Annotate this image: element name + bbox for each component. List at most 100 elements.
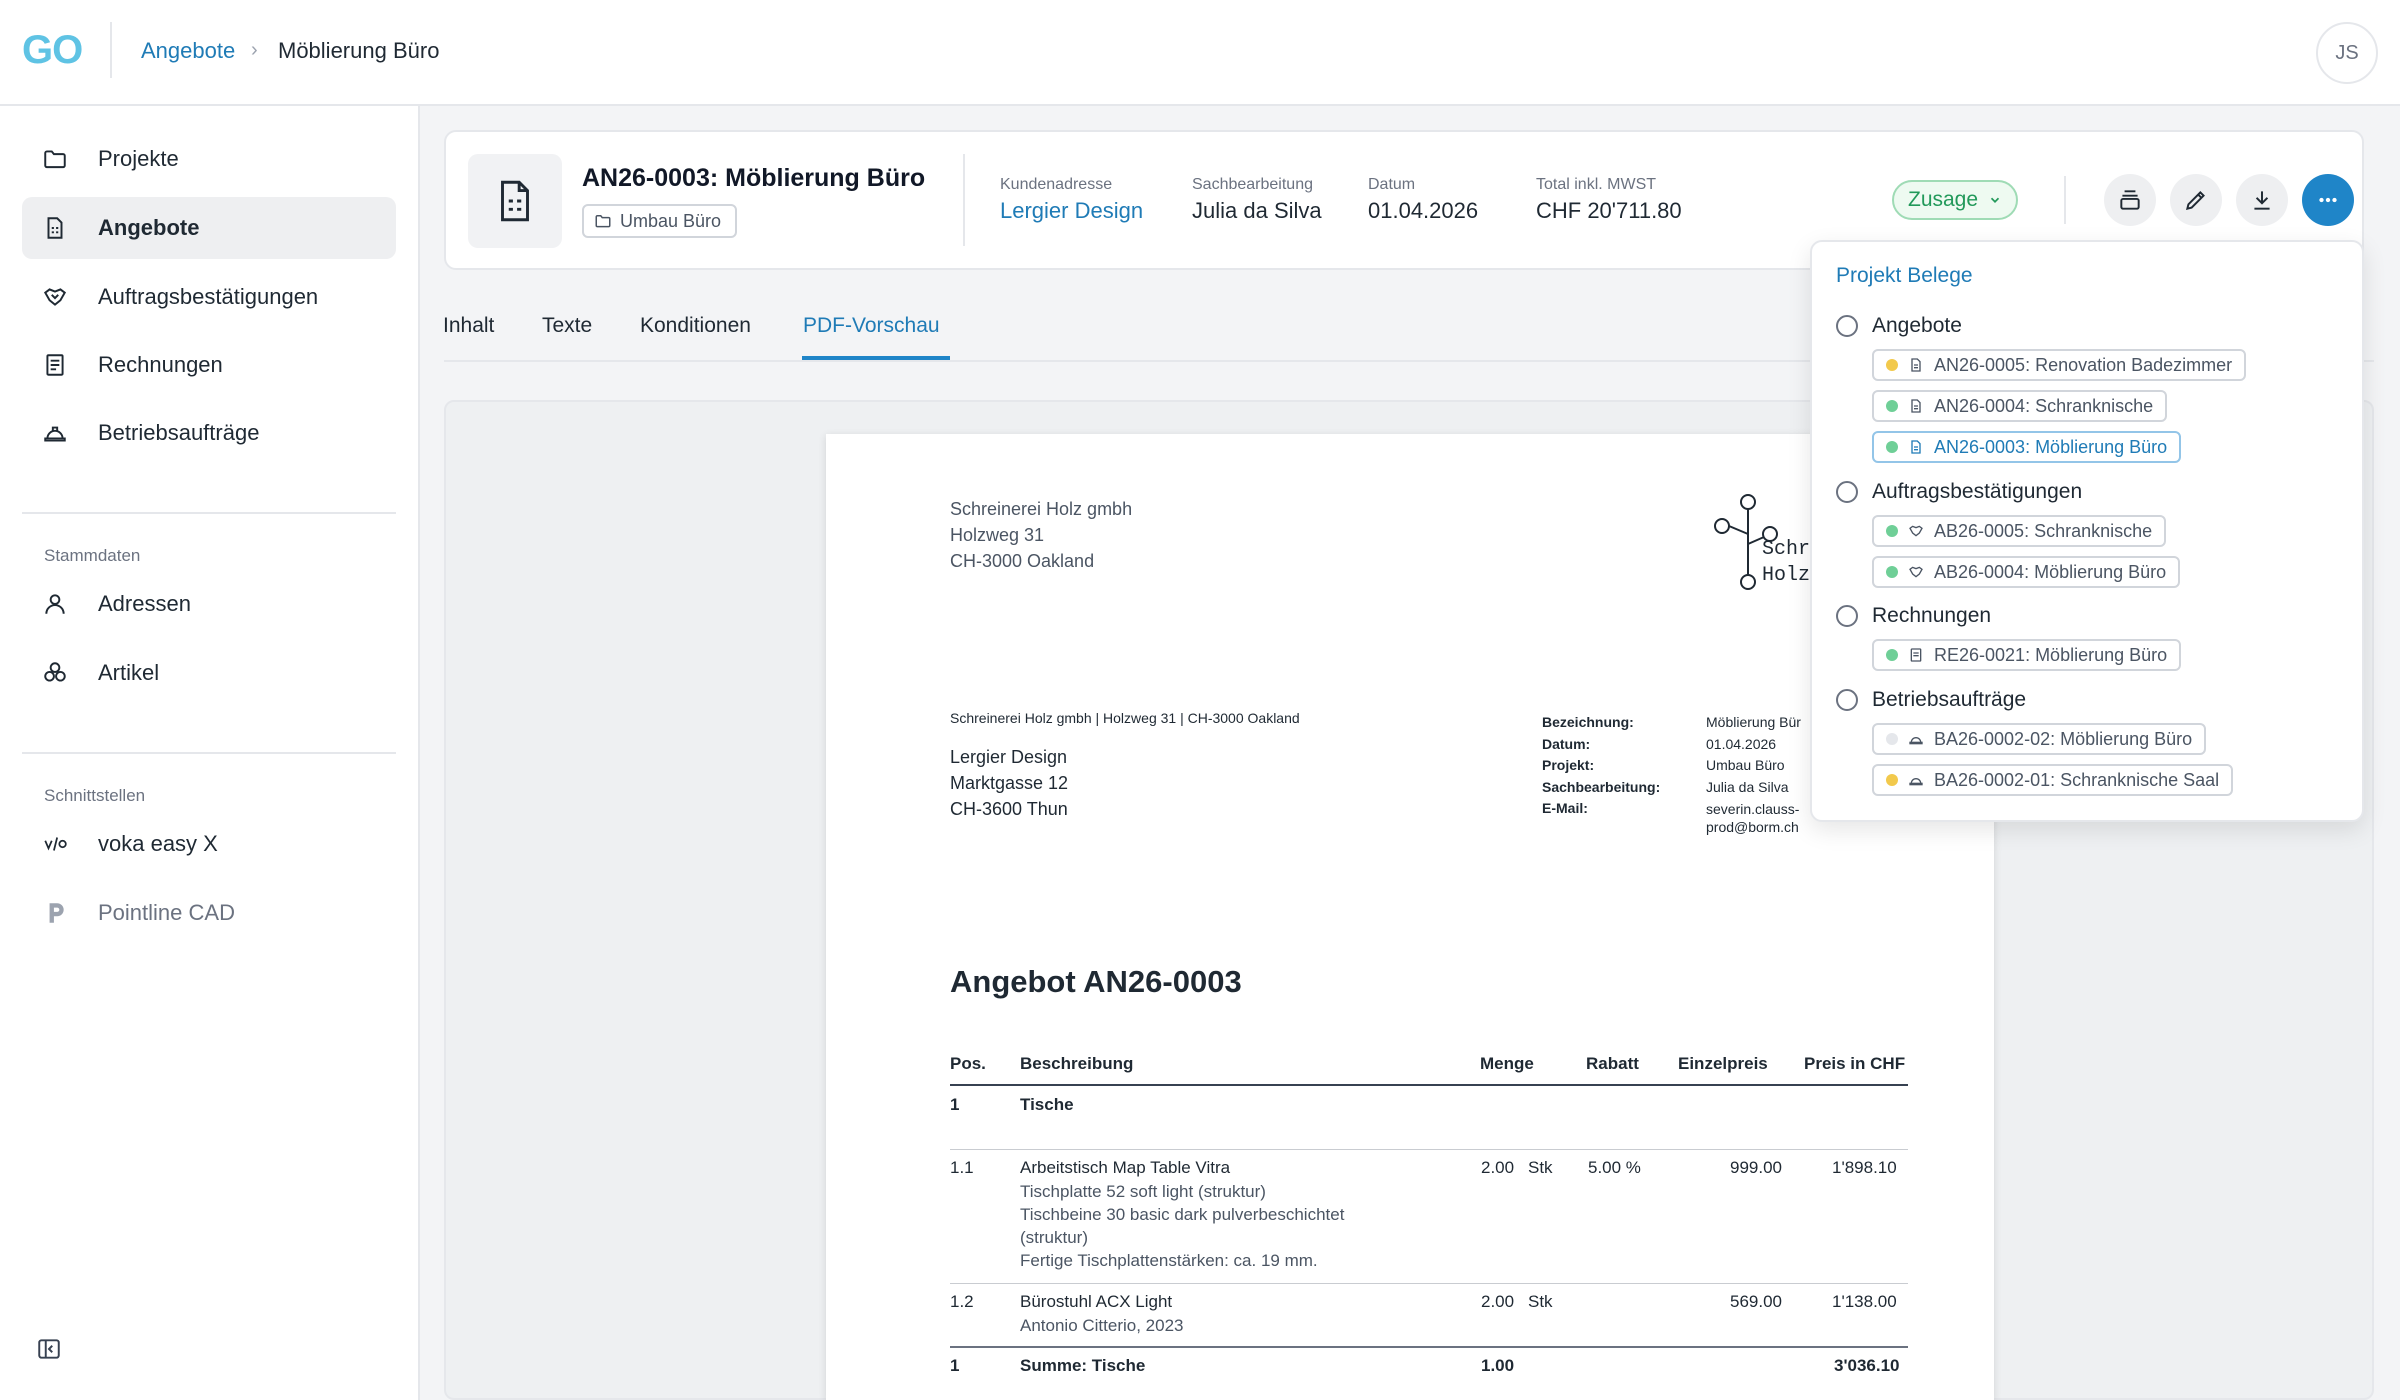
customer-link[interactable]: Lergier Design <box>1000 198 1144 223</box>
app-logo[interactable]: GO <box>22 28 83 72</box>
more-icon <box>2319 197 2337 203</box>
row-qty: 2.00 <box>1481 1292 1515 1311</box>
group-auftragsbestaetigungen[interactable]: Auftragsbestätigungen <box>1836 480 2082 504</box>
row-total: 1'898.10 <box>1832 1158 1897 1177</box>
section-heading-schnittstellen: Schnittstellen <box>44 786 146 805</box>
group-label: Auftragsbestätigungen <box>1872 480 2083 503</box>
group-pos: 1 <box>950 1095 960 1114</box>
document-link[interactable]: BA26-0002-01: Schranknische Saal <box>1872 764 2234 796</box>
info-value: prod@borm.ch <box>1706 819 1799 835</box>
row-unit-price: 569.00 <box>1730 1292 1782 1311</box>
sidebar-item-artikel[interactable]: Artikel <box>22 642 396 704</box>
dropdown-title: Projekt Belege <box>1836 264 1973 287</box>
section-heading-stammdaten: Stammdaten <box>44 546 141 565</box>
sidebar-item-label: Pointline CAD <box>98 900 235 925</box>
column-header: Menge <box>1480 1054 1534 1073</box>
document-link[interactable]: AB26-0004: Möblierung Büro <box>1872 556 2181 588</box>
sidebar-item-label: Angebote <box>98 215 200 240</box>
edit-button[interactable] <box>2170 174 2222 226</box>
status-dropdown[interactable]: Zusage <box>1892 180 2019 220</box>
row-divider <box>950 1346 1908 1348</box>
more-button[interactable] <box>2302 174 2354 226</box>
invoice-icon <box>46 354 64 376</box>
sidebar-item-adressen[interactable]: Adressen <box>22 573 396 635</box>
project-chip[interactable]: Umbau Büro <box>582 204 738 238</box>
sum-total: 3'036.10 <box>1834 1356 1900 1375</box>
document-link[interactable]: BA26-0002-02: Möblierung Büro <box>1872 723 2207 755</box>
breadcrumb-current: Möblierung Büro <box>278 38 440 63</box>
sidebar-item-rechnungen[interactable]: Rechnungen <box>22 334 396 396</box>
sidebar-item-label: Auftragsbestätigungen <box>98 284 319 309</box>
detail-line: (struktur) <box>1020 1228 1088 1247</box>
radio[interactable] <box>1836 315 1858 337</box>
radio[interactable] <box>1836 689 1858 711</box>
divider <box>110 22 112 78</box>
date-meta: Datum 01.04.2026 <box>1368 176 1478 224</box>
group-betriebsauftraege[interactable]: Betriebsaufträge <box>1836 688 2026 712</box>
sidebar-item-projekte[interactable]: Projekte <box>22 128 396 190</box>
info-value: 01.04.2026 <box>1706 735 1777 752</box>
sidebar-item-label: Rechnungen <box>98 352 223 377</box>
row-divider <box>950 1283 1908 1284</box>
group-angebote[interactable]: Angebote <box>1836 314 1962 338</box>
document-link[interactable]: AB26-0005: Schranknische <box>1872 515 2167 547</box>
tab-konditionen[interactable]: Konditionen <box>640 314 751 337</box>
info-label: Bezeichnung: <box>1542 714 1634 730</box>
document-link[interactable]: RE26-0021: Möblierung Büro <box>1872 639 2182 671</box>
collapse-sidebar-icon[interactable] <box>36 1336 62 1362</box>
person-icon <box>45 594 65 614</box>
sidebar-item-label: voka easy X <box>98 831 218 856</box>
sidebar-item-auftragsbestaetigungen[interactable]: Auftragsbestätigungen <box>22 266 396 328</box>
radio[interactable] <box>1836 605 1858 627</box>
recipient-line: Lergier Design <box>950 747 1068 767</box>
document-link-label: BA26-0002-01: Schranknische Saal <box>1934 769 2220 790</box>
folder-icon <box>44 150 66 169</box>
tab-texte[interactable]: Texte <box>542 314 593 337</box>
tab-inhalt[interactable]: Inhalt <box>443 314 495 337</box>
document-link-label: BA26-0002-02: Möblierung Büro <box>1934 728 2193 749</box>
sidebar-item-pointline[interactable]: Pointline CAD <box>22 882 396 944</box>
status-dot <box>1886 774 1898 786</box>
info-label: Projekt: <box>1542 757 1595 773</box>
info-label: E-Mail: <box>1542 800 1588 816</box>
row-pos: 1.1 <box>950 1158 974 1177</box>
group-rechnungen[interactable]: Rechnungen <box>1836 604 1991 628</box>
sidebar-item-angebote[interactable]: Angebote <box>22 197 396 259</box>
handshake-icon <box>1909 566 1923 578</box>
column-header: Preis in CHF <box>1804 1054 1906 1073</box>
sum-pos: 1 <box>950 1356 960 1375</box>
document-link[interactable]: AN26-0004: Schranknische <box>1872 390 2168 422</box>
stack-button[interactable] <box>2104 174 2156 226</box>
logo-text: Schr <box>1762 538 1810 561</box>
info-label: Sachbearbeitung: <box>1542 778 1661 795</box>
row-unit: Stk <box>1528 1292 1553 1311</box>
sender-line: Schreinerei Holz gmbh <box>950 499 1133 519</box>
breadcrumb-parent[interactable]: Angebote <box>141 38 236 63</box>
user-avatar[interactable]: JS <box>2316 22 2378 84</box>
breadcrumb-separator: › <box>251 39 258 61</box>
chevron-down-icon <box>1990 197 2000 203</box>
document-link-current[interactable]: AN26-0003: Möblierung Büro <box>1872 431 2182 463</box>
info-values: Möblierung Bür 01.04.2026 Umbau Büro Jul… <box>1706 712 1801 836</box>
info-label: Datum: <box>1542 735 1591 752</box>
sidebar-item-voka[interactable]: voka easy X <box>22 813 396 875</box>
radio[interactable] <box>1836 481 1858 503</box>
logo-text: Holz <box>1762 564 1810 587</box>
sidebar-item-betriebsauftraege[interactable]: Betriebsaufträge <box>22 402 396 464</box>
column-header: Einzelpreis <box>1678 1054 1768 1073</box>
tab-pdf-vorschau[interactable]: PDF-Vorschau <box>803 314 940 337</box>
cubes-icon <box>44 662 66 682</box>
download-button[interactable] <box>2236 174 2288 226</box>
handshake-icon <box>1909 525 1923 537</box>
document-link-label: AB26-0004: Möblierung Büro <box>1934 561 2167 582</box>
status-dot <box>1886 649 1898 661</box>
recipient-line: CH-3600 Thun <box>950 799 1068 819</box>
sender-line: Holzweg 31 <box>950 525 1045 545</box>
document-link-label: RE26-0021: Möblierung Büro <box>1934 644 2168 665</box>
row-pos: 1.2 <box>950 1292 974 1311</box>
project-documents-dropdown: Projekt Belege Angebote AN26-0005: Renov… <box>1810 240 2364 822</box>
detail-line: Tischplatte 52 soft light (struktur) <box>1020 1182 1266 1201</box>
column-header: Rabatt <box>1586 1054 1639 1073</box>
info-value: Julia da Silva <box>1706 778 1789 795</box>
document-link[interactable]: AN26-0005: Renovation Badezimmer <box>1872 349 2247 381</box>
